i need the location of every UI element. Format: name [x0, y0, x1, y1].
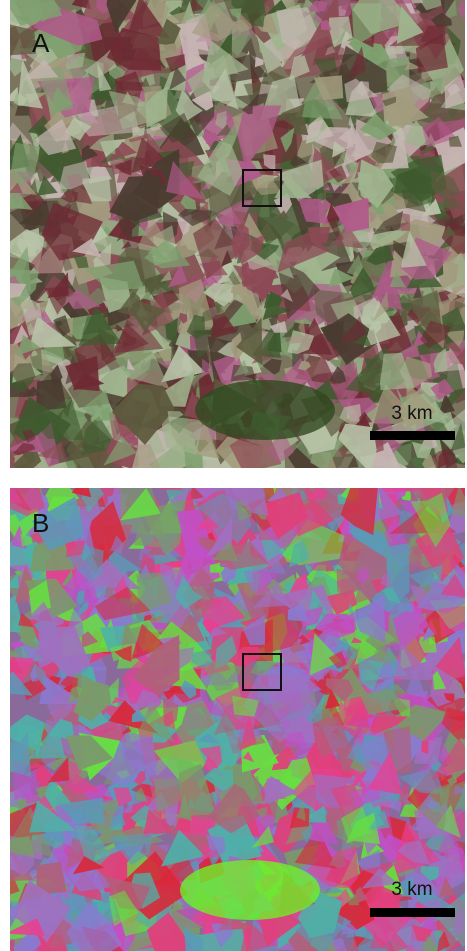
scale-bar [370, 908, 455, 917]
scale-label: 3 km [391, 879, 432, 900]
panel-label: B [32, 508, 49, 538]
scale-bar [370, 431, 455, 440]
scale-label: 3 km [391, 403, 432, 424]
land-feature [180, 860, 320, 920]
texture-patch [422, 741, 429, 754]
land-feature [195, 380, 335, 440]
page: A B 3 km 3 km (() => { const data = JSON… [0, 0, 467, 951]
satellite-image-b [0, 454, 467, 951]
figure: A B 3 km 3 km [0, 0, 467, 951]
texture-patch [160, 475, 184, 491]
panel-label: A [32, 28, 50, 58]
